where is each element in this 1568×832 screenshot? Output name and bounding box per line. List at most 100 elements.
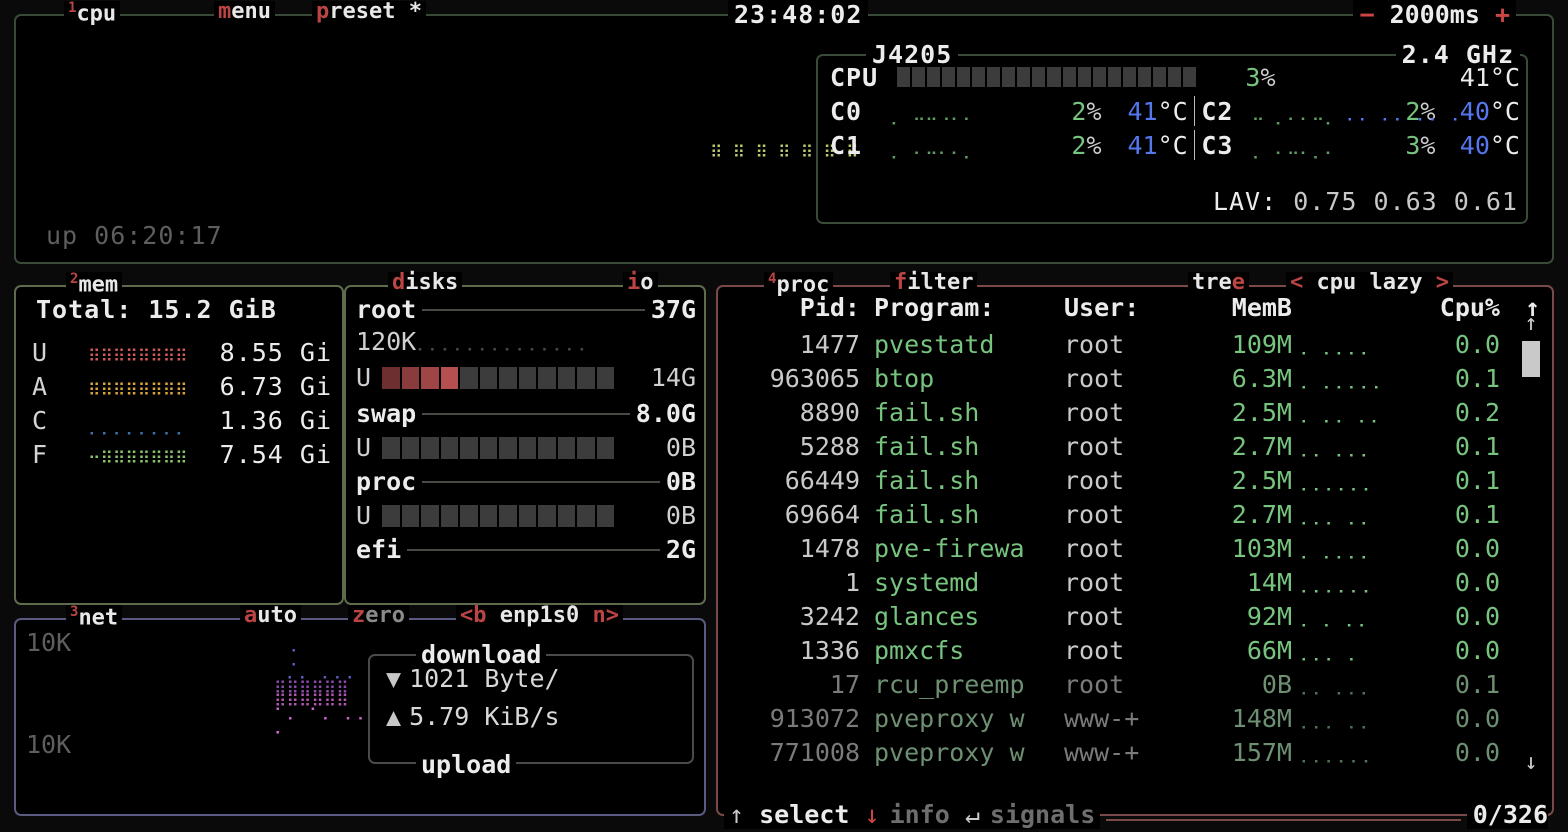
row-program: pveproxy w (874, 737, 1025, 767)
row-program: rcu_preemp (874, 669, 1025, 699)
net-traffic-graph: ⠄ ⠄ ⠄⠄ ⠄⠄⠄ ⠿⠿⠿⠿⠿⠿ ⠿⠿⠿⠿⠿⠿ ⠁⠄ ⠁⠄ ⠄⠄ ⠄ (274, 638, 370, 740)
memory-panel-title[interactable]: 2mem (66, 271, 123, 297)
row-mem: 2.7M (1231, 431, 1292, 461)
memory-key-available: A (32, 371, 48, 401)
scroll-down-arrow-icon[interactable]: ↓ (1524, 750, 1538, 775)
proc-tree-toggle[interactable]: tree (1188, 272, 1249, 294)
col-header-user[interactable]: User: (1064, 293, 1140, 322)
col-header-program[interactable]: Program: (874, 293, 995, 322)
disk-entry-swap[interactable]: swap 8.0G (356, 399, 696, 428)
row-cpu: 0.0 (1454, 703, 1500, 733)
col-header-pid[interactable]: Pid: (799, 293, 860, 322)
table-row[interactable]: 1336 pmxcfs root 66M ⠄⠄⠄ ⠄ 0.0 (728, 633, 1544, 667)
net-zero-button[interactable]: zero (348, 605, 409, 627)
row-mem: 14M (1246, 567, 1292, 597)
row-mem: 92M (1246, 601, 1292, 631)
row-pid: 1477 (799, 329, 860, 359)
preset-button[interactable]: preset * (312, 1, 426, 23)
proc-tree-hotkey: e (1231, 270, 1245, 295)
cpu-panel-title[interactable]: 1cpu (64, 1, 121, 26)
table-row[interactable]: 1 systemd root 14M ⠄⠄⠄⠄⠄⠄ 0.0 (728, 565, 1544, 599)
net-upload-value: 5.79 KiB/s (409, 702, 560, 731)
disk-io-rate: 120K (356, 327, 417, 356)
table-row[interactable]: 69664 fail.sh root 2.7M ⠄⠄⠄ ⠄⠄ 0.1 (728, 497, 1544, 531)
net-zero-label: ero (365, 603, 405, 628)
row-cpu-graph: ⠄⠄⠄ ⠄ (1300, 647, 1361, 668)
disk-bar-root (382, 366, 614, 389)
col-header-mem[interactable]: MemB (1231, 293, 1292, 322)
row-program: fail.sh (874, 465, 980, 495)
scrollbar-thumb[interactable] (1522, 341, 1540, 377)
table-row[interactable]: 963065 btop root 6.3M ⠄ ⠄⠄⠄⠄⠄ 0.1 (728, 361, 1544, 395)
disk-name-swap: swap (356, 399, 423, 428)
table-row[interactable]: 1478 pve-firewa root 103M ⠄ ⠄⠄⠄⠄ 0.0 (728, 531, 1544, 565)
network-panel-title[interactable]: 3net (66, 604, 123, 630)
info-button[interactable]: info ↵ (884, 799, 985, 829)
io-toggle-button[interactable]: io (623, 272, 658, 294)
disk-divider (422, 480, 660, 483)
info-label: info (889, 799, 950, 829)
row-program: fail.sh (874, 397, 980, 427)
memory-total-label: Total: (36, 295, 133, 324)
row-cpu-graph: ⠄⠄⠄ ⠄⠄ (1300, 511, 1373, 532)
menu-button[interactable]: menu (214, 1, 275, 23)
disk-entry-efi[interactable]: efi 2G (356, 535, 696, 564)
memory-row-used: U ⠿⠿⠿⠿⠿⠿⠿⠿ 8.55 Gi (32, 335, 332, 369)
memory-panel-index: 2 (70, 271, 79, 287)
proc-scrollbar[interactable]: ↑ ↓ (1518, 313, 1544, 774)
col-header-cpu[interactable]: Cpu% (1439, 293, 1500, 322)
row-user: root (1064, 499, 1125, 529)
select-control[interactable]: ↑ select ↓ (724, 799, 885, 829)
cpu-total-temp: 41°C (1459, 62, 1520, 92)
disks-panel-title[interactable]: disks (388, 272, 463, 294)
proc-filter-hotkey: f (894, 270, 908, 295)
row-program: glances (874, 601, 980, 631)
select-up-arrow-icon[interactable]: ↑ (729, 799, 745, 829)
sort-direction-arrow-icon[interactable]: ↑ (1524, 293, 1540, 322)
net-next-iface-button[interactable]: n> (592, 603, 619, 628)
proc-sort-label: cpu lazy (1316, 270, 1423, 295)
update-rate-control[interactable]: − 2000ms + (1353, 0, 1516, 29)
net-interface-selector[interactable]: <b enp1s0 n> (456, 605, 623, 627)
proc-sort-next-button[interactable]: > (1435, 270, 1449, 295)
row-cpu: 0.1 (1454, 465, 1500, 495)
table-row[interactable]: 3242 glances root 92M ⠄ ⠄ ⠄⠄ 0.0 (728, 599, 1544, 633)
net-auto-button[interactable]: auto (240, 605, 301, 627)
row-cpu: 0.0 (1454, 567, 1500, 597)
disk-used-label-swap: U (356, 433, 372, 462)
memory-row-available: A ⠿⠿⠿⠿⠿⠿⠿⠿ 6.73 Gi (32, 369, 332, 403)
row-cpu-graph: ⠄ ⠄⠄⠄⠄ (1300, 545, 1373, 566)
menu-label: enu (231, 0, 271, 24)
table-row[interactable]: 66449 fail.sh root 2.5M ⠄⠄⠄⠄⠄⠄ 0.1 (728, 463, 1544, 497)
memory-value-free: 7.54 Gi (219, 439, 332, 469)
table-row[interactable]: 771008 pveproxy w www-+ 157M ⠄⠄⠄⠄⠄⠄ 0.0 (728, 735, 1544, 769)
scroll-up-arrow-icon[interactable]: ↑ (1524, 311, 1538, 336)
table-row[interactable]: 8890 fail.sh root 2.5M ⠄ ⠄⠄ ⠄⠄ 0.2 (728, 395, 1544, 429)
disk-used-label-root: U (356, 363, 372, 392)
disk-entry-proc[interactable]: proc 0B (356, 467, 696, 496)
cpu-total-pct: 3% (1245, 62, 1276, 92)
table-row[interactable]: 1477 pvestatd root 109M ⠄ ⠄⠄⠄⠄ 0.0 (728, 327, 1544, 361)
table-row[interactable]: 913072 pveproxy w www-+ 148M ⠄⠄⠄ ⠄⠄ 0.0 (728, 701, 1544, 735)
signals-button[interactable]: signals (984, 799, 1101, 829)
row-cpu-graph: ⠄⠄⠄⠄⠄⠄ (1300, 749, 1375, 770)
proc-filter-button[interactable]: filter (890, 270, 978, 295)
disk-entry-root[interactable]: root 37G (356, 295, 696, 324)
core-label-c2: C2 (1201, 96, 1234, 126)
proc-sort-prev-button[interactable]: < (1290, 270, 1304, 295)
preset-modified-marker: * (408, 0, 422, 24)
network-panel-index: 3 (70, 604, 79, 620)
memory-graph-used: ⠿⠿⠿⠿⠿⠿⠿⠿ (88, 347, 188, 368)
table-row[interactable]: 17 rcu_preemp root 0B ⠄⠄ ⠄⠄⠄ 0.1 (728, 667, 1544, 701)
row-user: root (1064, 465, 1125, 495)
cpu-core-row: C0 ⠄ ⠒⠒⠐⠂⠂ 2% 41°C C2 ⠒ ⠄⠂⠂⠒⠄ 2% 40°C (830, 94, 1520, 130)
core-temp-c3: 40°C (1459, 130, 1520, 160)
select-down-arrow-icon[interactable]: ↓ (864, 799, 880, 829)
proc-sort-selector[interactable]: < cpu lazy > (1286, 272, 1453, 294)
processes-panel-title[interactable]: 4proc (764, 272, 834, 297)
rate-decrease-button[interactable]: − (1359, 0, 1375, 29)
row-mem: 2.7M (1231, 499, 1292, 529)
table-row[interactable]: 5288 fail.sh root 2.7M ⠄⠄ ⠄⠄⠄ 0.1 (728, 429, 1544, 463)
rate-increase-button[interactable]: + (1494, 0, 1510, 29)
net-prev-iface-button[interactable]: <b (460, 603, 487, 628)
